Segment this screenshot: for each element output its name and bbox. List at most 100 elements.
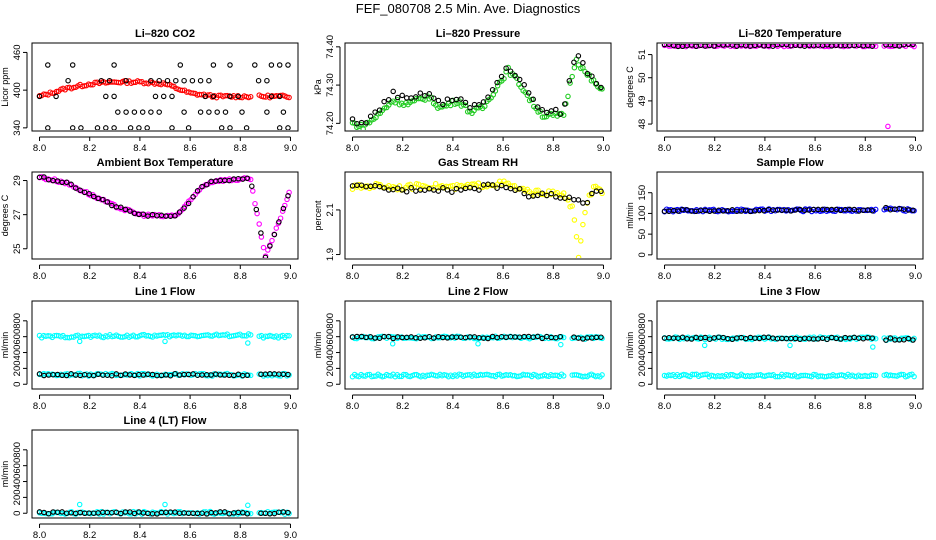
- series-outlier: [885, 123, 891, 130]
- data-point: [148, 77, 154, 84]
- data-point: [557, 333, 564, 340]
- data-point: [541, 114, 548, 120]
- y-tick-label: 74.20: [325, 111, 336, 135]
- data-point: [598, 84, 604, 91]
- y-tick-label: 27: [12, 209, 23, 220]
- data-point: [399, 187, 405, 193]
- x-tick-label: 8.0: [658, 143, 671, 154]
- data-point: [691, 371, 698, 378]
- plot-frame: [656, 171, 924, 260]
- data-points: [349, 53, 605, 130]
- data-point: [569, 203, 575, 209]
- y-tick-label: 600: [12, 458, 23, 474]
- y-tick-label: 0: [637, 382, 648, 387]
- x-tick-label: 9.0: [909, 143, 922, 154]
- data-point: [145, 213, 151, 219]
- x-tick-label: 8.4: [133, 401, 146, 412]
- data-point: [571, 196, 577, 203]
- data-point: [492, 88, 499, 94]
- x-tick-label: 8.2: [396, 271, 409, 282]
- data-point: [525, 90, 532, 96]
- data-point: [582, 209, 588, 216]
- data-point: [910, 337, 916, 343]
- plot-frame: [344, 42, 612, 132]
- data-point: [169, 125, 175, 130]
- data-point: [247, 372, 254, 379]
- y-tick-label: 600: [325, 329, 336, 345]
- data-point: [176, 209, 183, 215]
- data-point: [256, 221, 262, 227]
- data-point: [280, 205, 287, 212]
- data-point: [907, 371, 913, 378]
- panel-title: Line 4 (LT) Flow: [124, 415, 207, 427]
- data-point: [226, 177, 232, 184]
- data-point: [218, 125, 225, 130]
- data-point: [702, 334, 708, 341]
- y-tick-label: 50: [637, 72, 648, 83]
- data-point: [81, 83, 88, 89]
- data-points: [661, 334, 917, 380]
- x-tick-label: 8.2: [83, 143, 96, 154]
- data-point: [447, 183, 454, 189]
- x-tick-label: 8.2: [708, 143, 721, 154]
- data-point: [244, 372, 251, 379]
- data-point: [475, 341, 481, 347]
- x-tick-label: 8.4: [133, 271, 146, 282]
- data-point: [267, 243, 273, 249]
- data-point: [560, 112, 567, 118]
- data-point: [69, 62, 76, 68]
- data-point: [63, 179, 70, 186]
- data-point: [268, 93, 275, 100]
- data-point: [160, 93, 167, 100]
- data-point: [403, 95, 410, 101]
- data-point: [525, 194, 532, 200]
- x-tick-label: 8.8: [234, 271, 247, 282]
- data-point: [363, 120, 369, 126]
- data-point: [276, 219, 282, 225]
- data-point: [413, 94, 419, 100]
- data-point: [870, 372, 877, 378]
- data-point: [221, 509, 228, 515]
- data-point: [521, 190, 527, 197]
- data-point: [210, 93, 217, 100]
- data-point: [417, 90, 424, 96]
- data-point: [282, 202, 288, 209]
- data-point: [394, 94, 401, 101]
- series-reference: [36, 174, 291, 258]
- data-point: [498, 73, 505, 80]
- data-point: [86, 190, 92, 197]
- data-point: [243, 125, 250, 130]
- data-point: [385, 97, 392, 103]
- data-point: [152, 93, 159, 100]
- data-point: [63, 372, 70, 379]
- data-point: [45, 125, 51, 130]
- data-point: [580, 221, 586, 228]
- plot-line4: Line 4 (LT) Flow 8.0 8.2 8.4 8.6 8.8 9.0 0 20040…: [0, 415, 299, 540]
- x-tick-label: 8.2: [708, 401, 721, 412]
- data-point: [265, 247, 271, 253]
- plot-line3: Line 3 Flow 8.0 8.2 8.4 8.6 8.8 9.0 0 2004006008…: [625, 286, 924, 412]
- data-point: [869, 335, 876, 341]
- data-point: [36, 93, 43, 100]
- data-point: [534, 104, 541, 110]
- plot-co2: Li–820 CO2 8.0 8.2 8.4 8.6 8.8 9.0 340 400 460Lic…: [0, 28, 299, 154]
- data-point: [711, 44, 717, 49]
- data-point: [449, 189, 455, 195]
- data-point: [560, 334, 567, 341]
- data-point: [539, 190, 545, 196]
- data-point: [389, 341, 396, 347]
- data-point: [371, 373, 377, 380]
- data-point: [197, 109, 204, 115]
- x-tick-label: 8.6: [183, 143, 196, 154]
- x-tick-label: 8.6: [183, 401, 196, 412]
- data-point: [69, 125, 76, 130]
- data-point: [471, 185, 478, 192]
- data-point: [90, 193, 97, 200]
- data-point: [565, 93, 571, 100]
- data-point: [533, 187, 539, 194]
- data-point: [394, 96, 401, 103]
- data-point: [269, 237, 275, 244]
- data-point: [372, 109, 378, 115]
- data-point: [589, 73, 595, 79]
